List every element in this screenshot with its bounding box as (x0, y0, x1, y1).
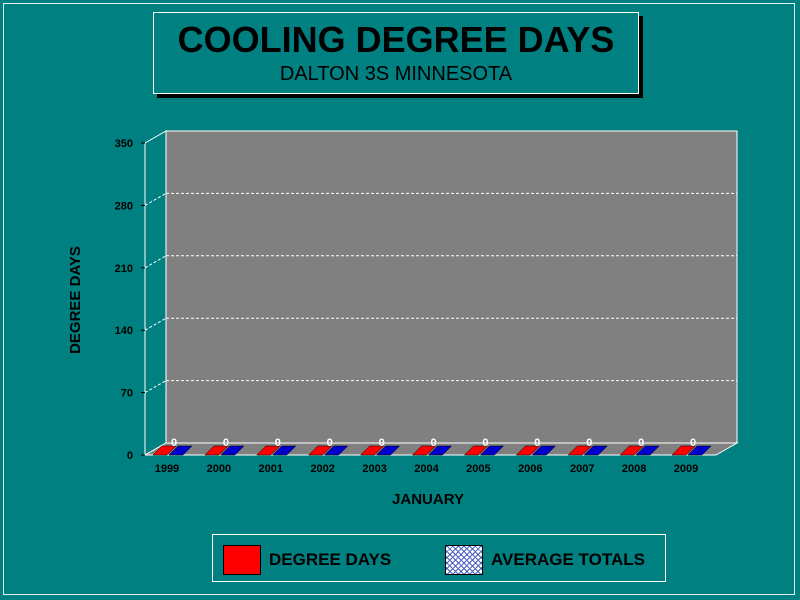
bar-average-totals (220, 445, 245, 456)
bar-average-totals (583, 445, 608, 456)
x-tick-label: 2005 (466, 463, 490, 475)
x-tick-label: 2007 (570, 463, 594, 475)
bar-average-totals (531, 445, 556, 456)
y-tick-label: 280 (115, 200, 133, 212)
bar-degree-days (567, 445, 592, 456)
bar-degree-days (463, 445, 489, 456)
x-tick-label: 2001 (259, 463, 283, 475)
x-tick-label: 2006 (518, 463, 542, 475)
bar-degree-days (308, 445, 333, 456)
bar-degree-days (411, 445, 437, 456)
legend-label-degree-days: DEGREE DAYS (269, 550, 392, 569)
bar-average-totals (272, 445, 297, 456)
bar-average-totals (479, 445, 505, 456)
bar-degree-days (619, 445, 644, 456)
chart-border (3, 3, 795, 595)
data-label: 0 (379, 437, 385, 449)
bar-degree-days (360, 445, 385, 456)
data-label: 0 (275, 437, 281, 449)
plot-area (143, 130, 739, 456)
x-tick-label: 2002 (310, 463, 334, 475)
bar-average-totals (168, 445, 193, 456)
data-label: 0 (690, 437, 696, 449)
chart-subtitle: DALTON 3S MINNESOTA (279, 63, 513, 85)
y-axis-ticks: 0 70 140 210 280 350 (115, 138, 145, 462)
chart-title: COOLING DEGREE DAYS (177, 19, 615, 60)
data-label: 0 (534, 437, 540, 449)
legend-swatch-average-totals (445, 545, 483, 575)
data-label: 0 (430, 437, 436, 449)
bar-average-totals (635, 445, 660, 456)
grid-line-side (144, 380, 167, 394)
x-tick-label: 2009 (674, 463, 698, 475)
data-label: 0 (482, 437, 488, 449)
data-label: 0 (171, 437, 177, 449)
grid-lines (144, 192, 737, 394)
grid-line-side (144, 317, 167, 331)
legend: DEGREE DAYS AVERAGE TOTALS (212, 534, 666, 582)
y-tick-label: 0 (127, 450, 133, 462)
data-label: 0 (327, 437, 333, 449)
plot-side-wall (144, 130, 167, 456)
bar-degree-days (515, 445, 540, 456)
x-tick-label: 2004 (414, 463, 439, 475)
bar-average-totals (427, 445, 453, 456)
x-tick-label: 2003 (362, 463, 386, 475)
data-label: 0 (223, 437, 229, 449)
y-tick-label: 350 (115, 138, 133, 150)
y-axis-title: DEGREE DAYS (67, 246, 84, 354)
bar-average-totals (687, 445, 712, 456)
bar-degree-days (204, 445, 229, 456)
bar-average-totals (376, 445, 401, 456)
grid-line-side (144, 192, 167, 206)
legend-label-average-totals: AVERAGE TOTALS (491, 550, 645, 569)
bar-average-totals (324, 445, 349, 456)
y-tick-label: 210 (115, 263, 133, 275)
x-axis-ticks: 1999 2000 2001 2002 2003 2004 2005 2006 2007 2008… (155, 463, 699, 475)
data-label: 0 (638, 437, 644, 449)
bar-degree-days (671, 445, 696, 456)
data-label: 0 (586, 437, 592, 449)
x-tick-label: 2000 (207, 463, 231, 475)
legend-swatch-degree-days (223, 545, 261, 575)
x-tick-label: 2008 (622, 463, 646, 475)
y-tick-label: 70 (121, 388, 133, 400)
x-axis-title: JANUARY (392, 491, 464, 508)
bar-degree-days (152, 445, 177, 456)
bars: 0 0 0 0 0 0 0 0 0 0 0 (152, 437, 712, 456)
title-box: COOLING DEGREE DAYS DALTON 3S MINNESOTA (153, 12, 639, 94)
y-tick-label: 140 (115, 325, 133, 337)
x-tick-label: 1999 (155, 463, 179, 475)
bar-degree-days (256, 445, 281, 456)
grid-line-side (144, 255, 167, 269)
plot-back-wall (165, 130, 738, 444)
